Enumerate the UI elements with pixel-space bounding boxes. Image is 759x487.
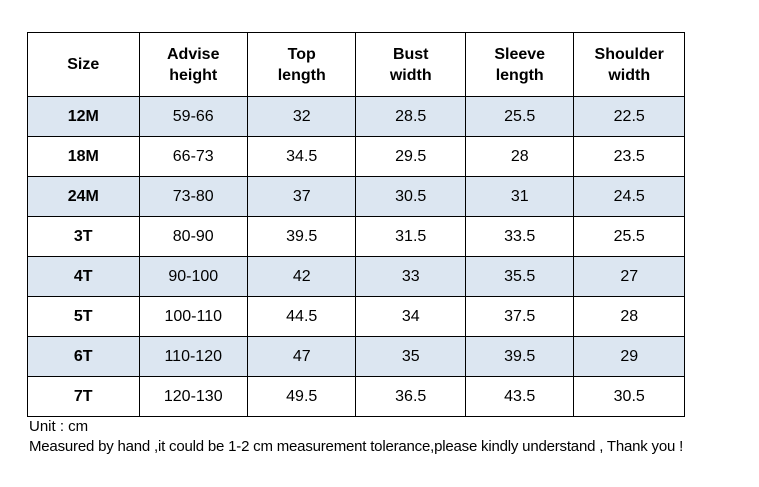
height-cell: 80-90 (138, 216, 248, 257)
header-shoulder-width: Shoulder width (573, 32, 685, 97)
table-row: 3T 80-90 39.5 31.5 33.5 25.5 (27, 216, 685, 257)
bust-width-cell: 30.5 (355, 176, 466, 217)
sleeve-length-cell: 43.5 (464, 376, 575, 417)
top-length-cell: 37 (246, 176, 357, 217)
shoulder-width-cell: 23.5 (573, 136, 685, 177)
size-cell: 5T (27, 296, 140, 337)
table-row: 12M 59-66 32 28.5 25.5 22.5 (27, 96, 685, 137)
sleeve-length-cell: 31 (464, 176, 575, 217)
height-cell: 66-73 (138, 136, 248, 177)
header-size: Size (27, 32, 140, 97)
measurement-note: Measured by hand ,it could be 1-2 cm mea… (29, 438, 684, 455)
height-cell: 90-100 (138, 256, 248, 297)
unit-note: Unit : cm (29, 418, 89, 435)
sleeve-length-cell: 25.5 (464, 96, 575, 137)
bust-width-cell: 35 (355, 336, 466, 377)
top-length-cell: 39.5 (246, 216, 357, 257)
shoulder-width-cell: 27 (573, 256, 685, 297)
height-cell: 73-80 (138, 176, 248, 217)
top-length-cell: 34.5 (246, 136, 357, 177)
bust-width-cell: 36.5 (355, 376, 466, 417)
size-chart-table: Size Advise height Top length Bust width Sl… (27, 32, 685, 417)
sleeve-length-cell: 33.5 (464, 216, 575, 257)
top-length-cell: 47 (246, 336, 357, 377)
table-row: 18M 66-73 34.5 29.5 28 23.5 (27, 136, 685, 177)
header-advise-height: Advise height (138, 32, 248, 97)
height-cell: 120-130 (138, 376, 248, 417)
size-cell: 18M (27, 136, 140, 177)
sleeve-length-cell: 28 (464, 136, 575, 177)
shoulder-width-cell: 22.5 (573, 96, 685, 137)
top-length-cell: 32 (246, 96, 357, 137)
size-cell: 4T (27, 256, 140, 297)
sleeve-length-cell: 39.5 (464, 336, 575, 377)
bust-width-cell: 34 (355, 296, 466, 337)
table-row: 5T 100-110 44.5 34 37.5 28 (27, 296, 685, 337)
size-cell: 6T (27, 336, 140, 377)
top-length-cell: 44.5 (246, 296, 357, 337)
shoulder-width-cell: 25.5 (573, 216, 685, 257)
header-bust-width: Bust width (355, 32, 466, 97)
size-cell: 24M (27, 176, 140, 217)
size-cell: 3T (27, 216, 140, 257)
sleeve-length-cell: 35.5 (464, 256, 575, 297)
top-length-cell: 42 (246, 256, 357, 297)
bust-width-cell: 29.5 (355, 136, 466, 177)
table-body: 12M 59-66 32 28.5 25.5 22.5 18M 66-73 34… (27, 96, 685, 417)
height-cell: 59-66 (138, 96, 248, 137)
header-top-length: Top length (246, 32, 357, 97)
sleeve-length-cell: 37.5 (464, 296, 575, 337)
top-length-cell: 49.5 (246, 376, 357, 417)
size-cell: 12M (27, 96, 140, 137)
height-cell: 100-110 (138, 296, 248, 337)
table-row: 6T 110-120 47 35 39.5 29 (27, 336, 685, 377)
table-row: 24M 73-80 37 30.5 31 24.5 (27, 176, 685, 217)
header-sleeve-length: Sleeve length (464, 32, 575, 97)
table-row: 7T 120-130 49.5 36.5 43.5 30.5 (27, 376, 685, 417)
header-row: Size Advise height Top length Bust width Sl… (27, 32, 685, 97)
bust-width-cell: 28.5 (355, 96, 466, 137)
shoulder-width-cell: 29 (573, 336, 685, 377)
shoulder-width-cell: 24.5 (573, 176, 685, 217)
bust-width-cell: 33 (355, 256, 466, 297)
shoulder-width-cell: 28 (573, 296, 685, 337)
shoulder-width-cell: 30.5 (573, 376, 685, 417)
height-cell: 110-120 (138, 336, 248, 377)
size-cell: 7T (27, 376, 140, 417)
bust-width-cell: 31.5 (355, 216, 466, 257)
table-row: 4T 90-100 42 33 35.5 27 (27, 256, 685, 297)
